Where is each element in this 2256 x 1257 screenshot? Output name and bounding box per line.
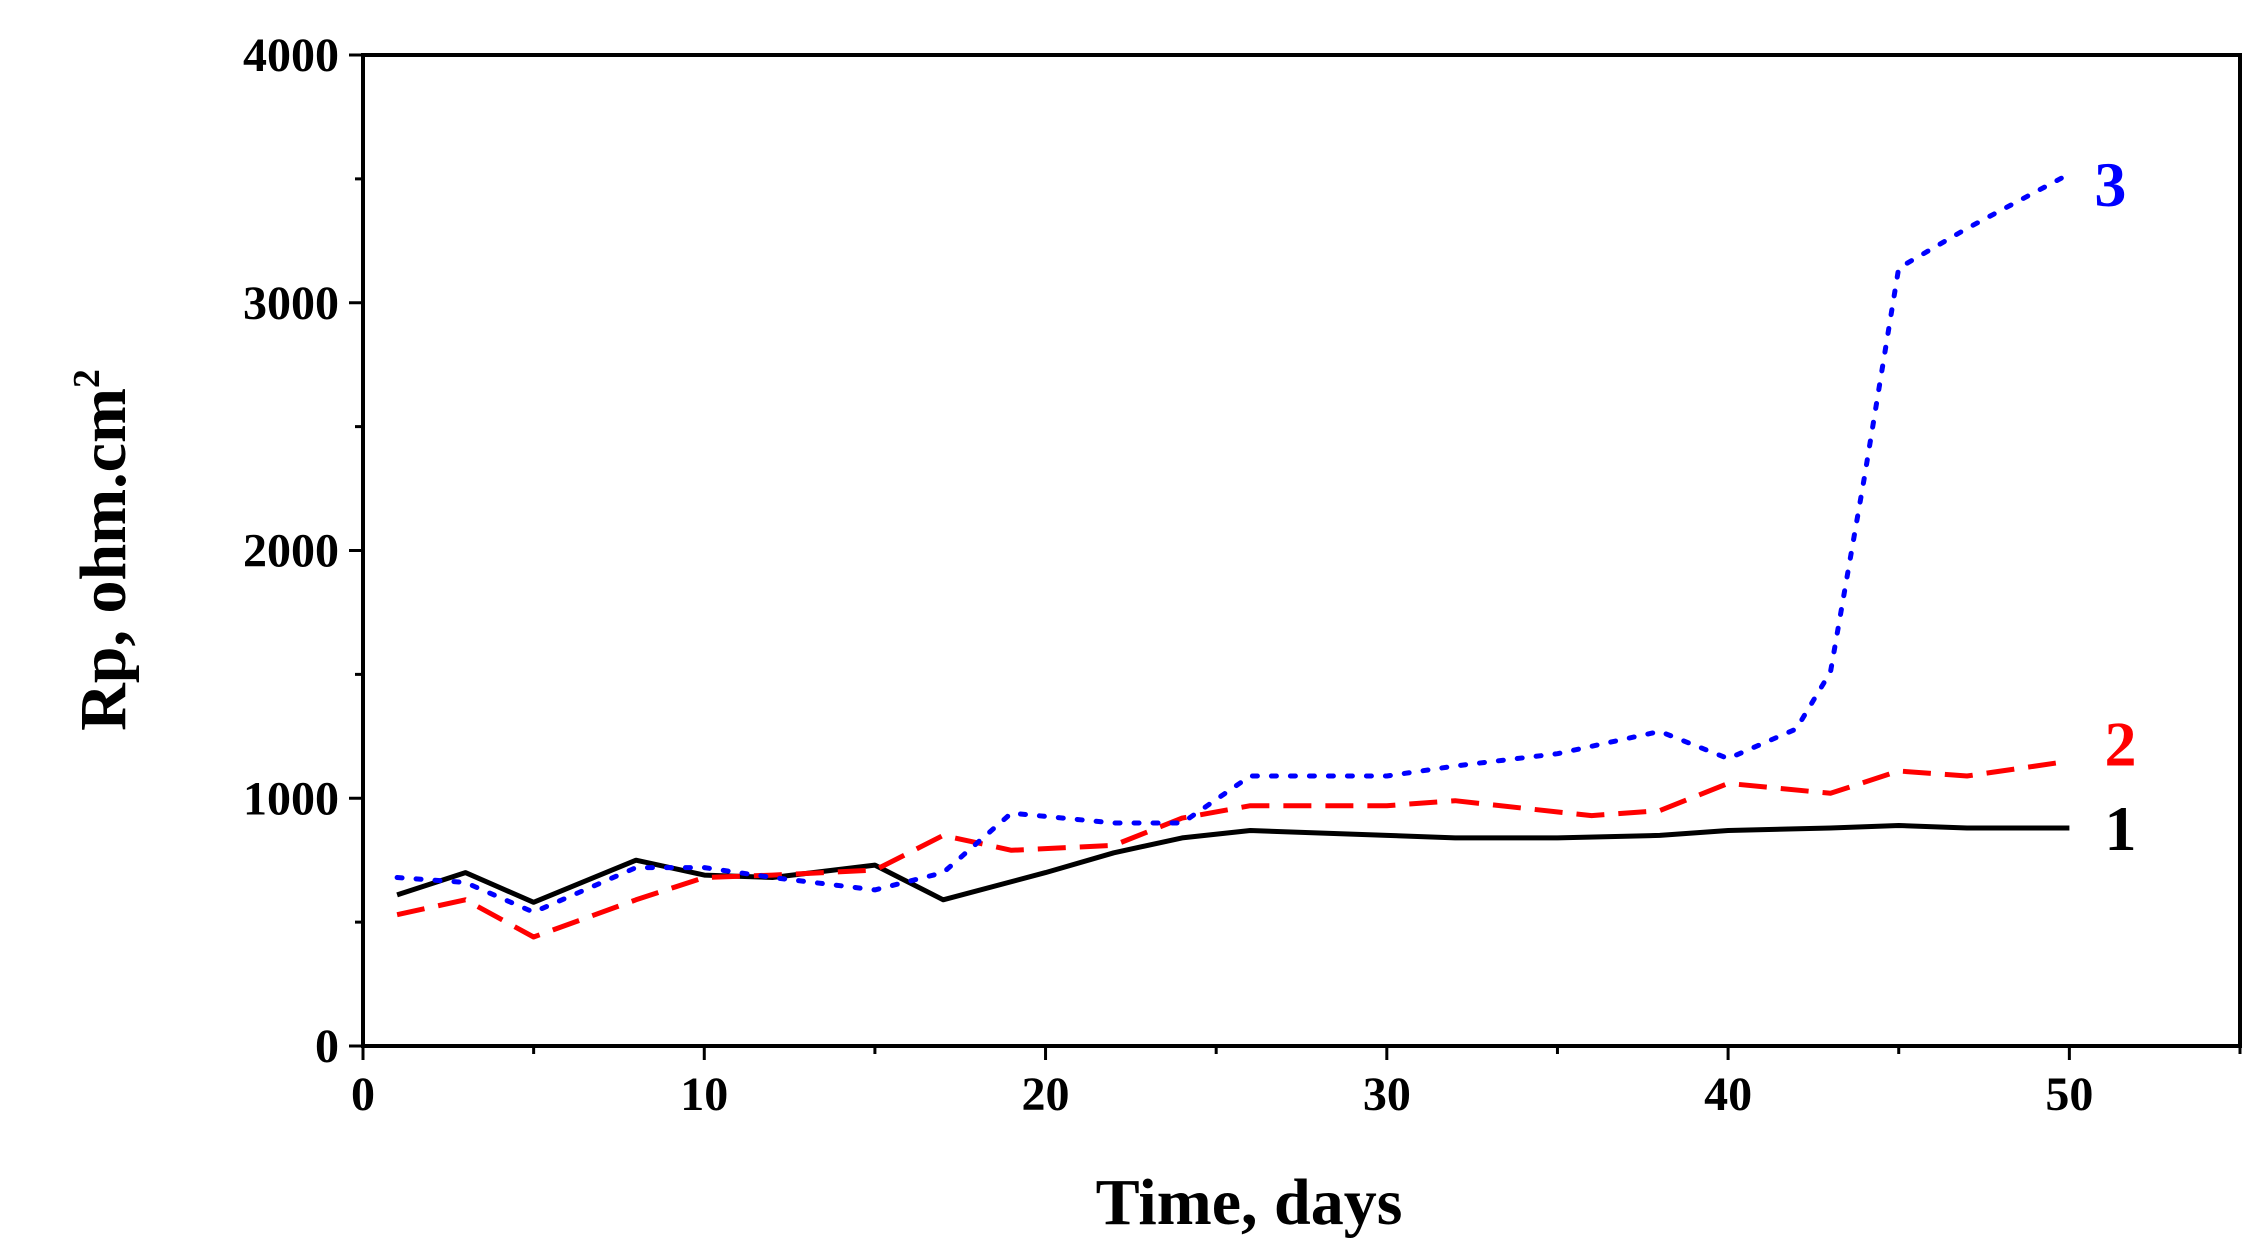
series-label-3: 3 [2094,149,2126,220]
series-line-2 [396,758,2070,940]
x-tick-label: 20 [1022,1068,1070,1121]
y-tick-label: 1000 [243,772,339,825]
y-tick-label: 0 [315,1020,339,1073]
y-axis-title-superscript: 2 [66,369,108,388]
x-tick-label: 50 [2045,1068,2093,1121]
x-tick-label: 10 [680,1068,728,1121]
series-label-2: 2 [2105,709,2137,780]
y-axis-title: Rp, ohm.cm2 [66,369,140,731]
series-label-1: 1 [2105,793,2137,864]
series-line-1 [396,823,2070,905]
y-tick-label: 3000 [243,277,339,330]
x-tick-label: 0 [351,1068,375,1121]
x-axis-title: Time, days [1096,1166,1403,1239]
y-tick-label: 4000 [243,29,339,82]
x-tick-label: 40 [1704,1068,1752,1121]
svg-text:Rp, ohm.cm2: Rp, ohm.cm2 [66,369,140,731]
series-line-3 [394,171,2072,915]
x-tick-label: 30 [1363,1068,1411,1121]
series-layer [394,171,2072,940]
ticks-layer [349,53,2242,1060]
y-tick-label: 2000 [243,525,339,578]
y-axis-title-main: Rp, ohm.cm [67,388,140,731]
